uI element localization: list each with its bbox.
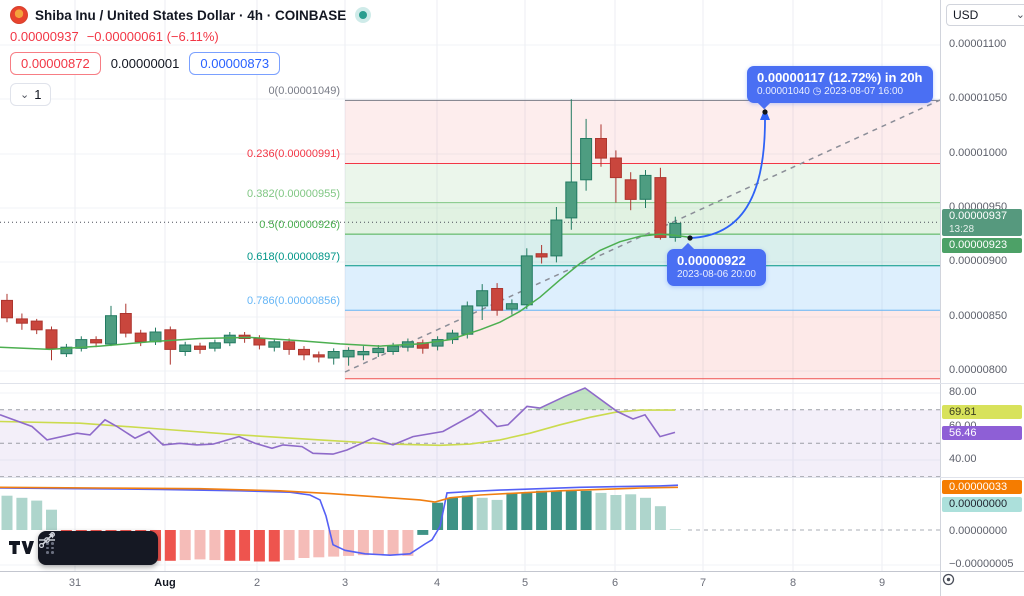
time-axis-label[interactable]: 3	[341, 577, 349, 589]
low-price-button[interactable]: 0.00000872	[10, 52, 101, 75]
time-axis-label[interactable]: 31	[68, 577, 82, 589]
current-price-value: 0.00000937	[949, 210, 1008, 222]
time-axis[interactable]: 31 Aug 2 3 4 5 6 7 8 9	[0, 572, 940, 596]
drawing-toolbar[interactable]	[38, 531, 158, 565]
time-axis-label[interactable]: 6	[611, 577, 619, 589]
measure-callout-bottom[interactable]: 0.00000922 2023-08-06 20:00	[667, 242, 766, 286]
price-axis[interactable]: USD ⌄ 0.00001100 0.00001050 0.00001000 0.00…	[940, 0, 1024, 572]
rsi-value-badge: 56.46	[942, 426, 1022, 440]
shiba-inu-logo	[10, 6, 28, 24]
axis-settings-cell[interactable]	[940, 572, 1024, 596]
measure-target-price: 0.00001040	[757, 86, 810, 97]
symbol-title[interactable]: Shiba Inu / United States Dollar · 4h · …	[35, 7, 347, 23]
panel-separator[interactable]	[0, 477, 1024, 478]
fib-level-label: 0.786(0.00000856)	[247, 295, 340, 308]
delta-orange-badge: 0.00000033	[942, 480, 1022, 494]
fib-level-label: 0.236(0.00000991)	[247, 148, 340, 161]
currency-label: USD	[953, 8, 979, 22]
fib-level-label: 0.5(0.00000926)	[259, 219, 340, 232]
time-axis-label[interactable]: 8	[789, 577, 797, 589]
last-price: 0.00000937	[10, 29, 79, 44]
measure-change-text: 0.00000117 (12.72%) in 20h	[757, 70, 923, 85]
fib-level-label: 0(0.00001049)	[268, 85, 340, 98]
price-change: −0.00000061 (−6.11%)	[86, 29, 219, 44]
price-tick: 0.00000900	[949, 255, 1008, 267]
interval-dropdown[interactable]: ⌄ 1	[10, 83, 52, 106]
time-axis-separator	[0, 571, 1024, 572]
spread-value: 0.00000001	[110, 56, 180, 71]
ma-price-badge: 0.00000923	[942, 238, 1022, 253]
trend-line-tool-icon[interactable]	[39, 532, 116, 560]
rsi-chart-canvas[interactable]	[0, 383, 940, 477]
time-axis-label[interactable]: 2	[253, 577, 261, 589]
price-chart-canvas[interactable]	[0, 0, 940, 383]
arrow-tool-icon[interactable]	[39, 533, 146, 560]
current-price-badge: 0.00000937 13:28	[942, 209, 1022, 236]
chevron-down-icon: ⌄	[1015, 9, 1024, 21]
measure-callout-top[interactable]: 0.00000117 (12.72%) in 20h 0.00001040 ◷ …	[747, 66, 933, 110]
currency-dropdown[interactable]: USD ⌄	[946, 4, 1024, 26]
interval-label: 1	[34, 87, 42, 102]
measure-target-time: 2023-08-07 16:00	[824, 86, 904, 97]
time-axis-label[interactable]: 9	[878, 577, 886, 589]
price-tick: −0.00000005	[949, 558, 1014, 570]
rsi-indicator-panel[interactable]	[0, 383, 940, 477]
measure-target-text: 0.00001040 ◷ 2023-08-07 16:00	[757, 86, 923, 98]
rsi-ma-badge: 69.81	[942, 405, 1022, 419]
high-price-button[interactable]: 0.00000873	[189, 52, 281, 75]
time-axis-label[interactable]: Aug	[154, 577, 176, 589]
panel-separator[interactable]	[0, 383, 1024, 384]
settings-gear-icon[interactable]	[941, 572, 956, 587]
price-tick: 0.00001100	[949, 38, 1007, 50]
price-change-row: 0.00000937 −0.00000061 (−6.11%)	[10, 29, 371, 44]
price-chart-panel[interactable]: 0(0.00001049) 0.236(0.00000991) 0.382(0.00…	[0, 0, 940, 383]
price-tick: 0.00001050	[949, 92, 1008, 104]
drag-handle-icon[interactable]	[46, 542, 54, 554]
time-axis-label[interactable]: 5	[521, 577, 529, 589]
price-tick: 0.00000000	[949, 525, 1008, 537]
measure-start-price: 0.00000922	[677, 253, 746, 268]
fib-level-label: 0.618(0.00000897)	[247, 250, 340, 263]
horizontal-line-tool-icon[interactable]	[39, 536, 86, 560]
bar-countdown: 13:28	[949, 224, 975, 235]
delta-zero-badge: 0.00000000	[942, 497, 1022, 512]
chevron-down-icon: ⌄	[20, 88, 30, 101]
price-tick: 0.00000800	[949, 364, 1008, 376]
price-tick: 80.00	[949, 386, 977, 398]
market-status-dot[interactable]	[355, 7, 372, 23]
measure-start-time: 2023-08-06 20:00	[677, 269, 756, 280]
fib-level-label: 0.382(0.00000955)	[247, 187, 340, 200]
clock-icon: ◷	[812, 86, 822, 97]
chart-header: Shiba Inu / United States Dollar · 4h · …	[10, 6, 372, 106]
price-tick: 0.00000850	[949, 310, 1008, 322]
price-tick: 40.00	[949, 453, 977, 465]
price-tick: 0.00001000	[949, 147, 1008, 159]
time-axis-label[interactable]: 7	[699, 577, 707, 589]
time-axis-label[interactable]: 4	[433, 577, 441, 589]
